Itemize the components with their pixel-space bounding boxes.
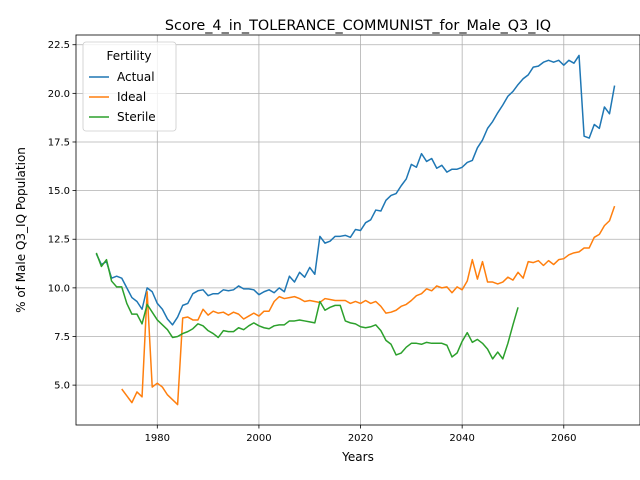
x-axis-label: Years [341,450,374,464]
y-tick-label: 12.5 [48,235,70,246]
legend-title: Fertility [106,49,151,63]
y-axis-label: % of Male Q3_IQ Population [14,147,28,313]
legend-label-sterile: Sterile [117,110,156,124]
legend: Fertility Actual Ideal Sterile [83,42,176,131]
y-tick-label: 10.0 [48,283,70,294]
y-tick-label: 22.5 [48,40,70,51]
y-tick-label: 5.0 [54,381,70,392]
x-tick-label: 2060 [551,433,576,444]
y-tick-label: 7.5 [54,332,70,343]
legend-label-actual: Actual [117,70,155,84]
y-tick-label: 20.0 [48,89,70,100]
x-tick-label: 1980 [145,433,170,444]
x-tick-label: 2000 [246,433,271,444]
x-tick-label: 2020 [348,433,373,444]
legend-label-ideal: Ideal [117,90,146,104]
y-tick-label: 15.0 [48,186,70,197]
chart-title: Score_4_in_TOLERANCE_COMMUNIST_for_Male_… [165,18,551,34]
y-tick-label: 17.5 [48,137,70,148]
x-tick-label: 2040 [449,433,474,444]
